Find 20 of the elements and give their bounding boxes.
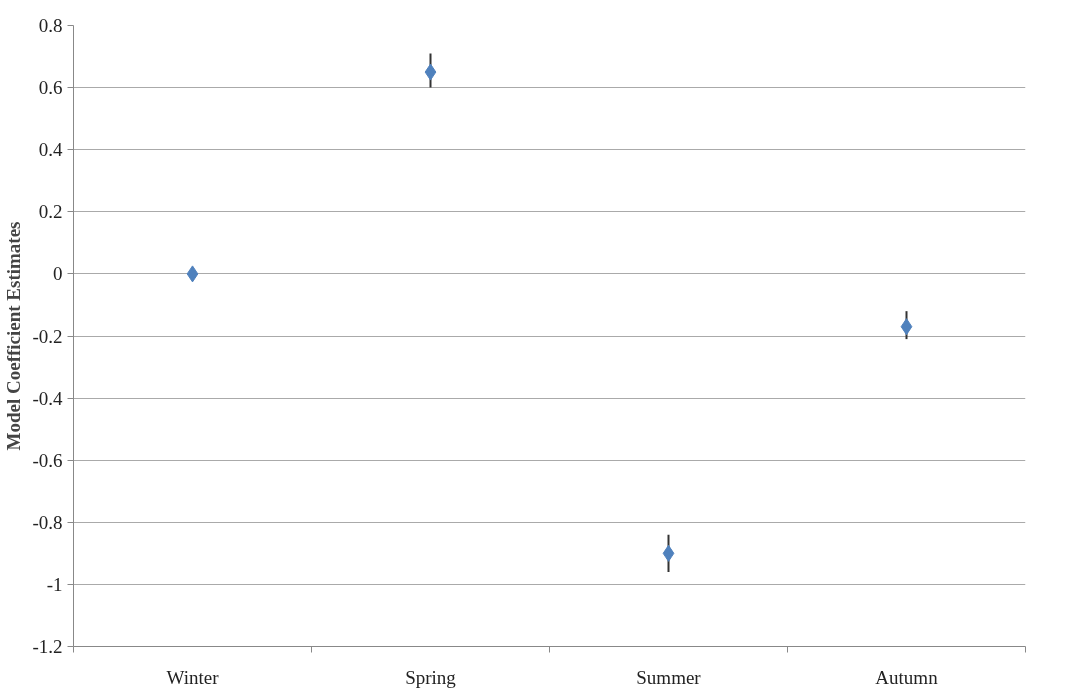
y-tick-label: 0 xyxy=(53,263,63,285)
point xyxy=(186,265,199,283)
y-tick-label: 0.4 xyxy=(38,139,63,161)
x-tick-label: Autumn xyxy=(875,666,939,688)
y-tick-label: -1 xyxy=(46,573,63,595)
y-tick-label: -0.4 xyxy=(32,387,63,409)
y-tick-label: -0.2 xyxy=(32,325,63,347)
x-tick-label: Winter xyxy=(166,666,220,688)
y-axis-title: Model Coefficient Estimates xyxy=(3,221,25,451)
y-tick-label: -0.8 xyxy=(32,511,63,533)
y-tick-label: 0.6 xyxy=(38,77,63,99)
y-tick-label: -0.6 xyxy=(32,449,63,471)
x-tick-label: Summer xyxy=(636,666,702,688)
x-tick-label: Spring xyxy=(405,666,457,688)
y-tick-label: 0.8 xyxy=(38,15,63,36)
point xyxy=(900,318,913,336)
point xyxy=(662,544,675,562)
y-tick-label: 0.2 xyxy=(38,201,63,223)
y-tick-label: -1.2 xyxy=(32,636,63,657)
point xyxy=(424,63,437,81)
